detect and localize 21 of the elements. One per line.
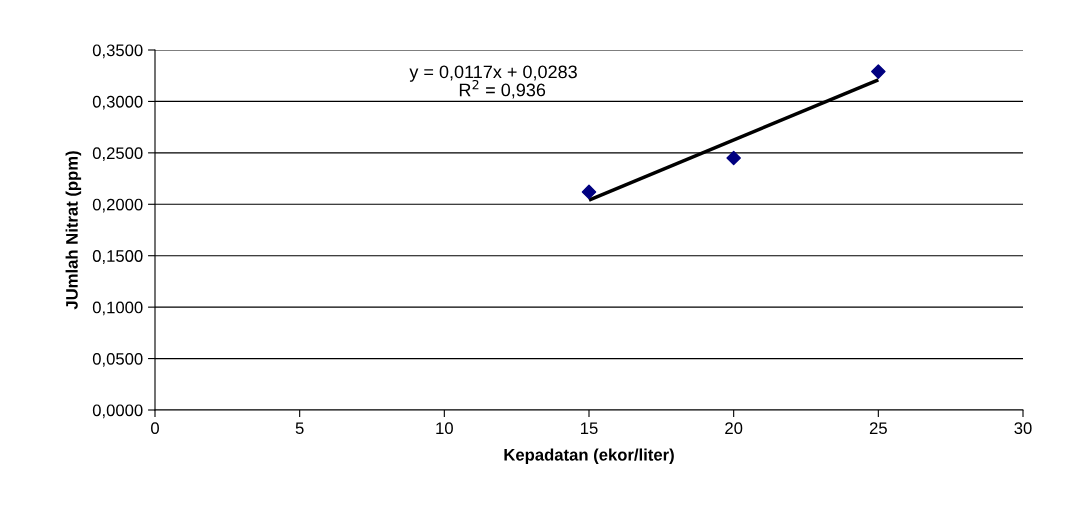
y-tick-label: 0,0500 xyxy=(92,352,143,367)
x-tick-label: 5 xyxy=(295,422,304,435)
x-axis-title: Kepadatan (ekor/liter) xyxy=(504,448,674,464)
x-tick-label: 0 xyxy=(151,422,159,435)
y-tick-label: 0,2000 xyxy=(92,198,143,213)
x-tick-label: 20 xyxy=(725,422,743,435)
y-tick-label: 0,0000 xyxy=(92,404,143,419)
y-tick-label: 0,1000 xyxy=(92,301,143,316)
point xyxy=(581,184,597,200)
x-tick-label: 30 xyxy=(1014,422,1032,435)
annotation: y = 0,0117x + 0,0283 xyxy=(409,65,577,82)
x-tick-label: 25 xyxy=(869,422,887,435)
y-tick-label: 0,2500 xyxy=(92,147,143,162)
point xyxy=(726,150,741,166)
y-axis-title: JUmlah Nitrat (ppm) xyxy=(65,151,82,310)
x-tick-label: 10 xyxy=(436,422,453,435)
y-tick-label: 0,3000 xyxy=(92,95,143,110)
x-tick-label: 15 xyxy=(581,422,598,435)
y-tick-label: 0,1500 xyxy=(92,250,143,264)
y-tick-label: 0,3500 xyxy=(92,44,143,59)
point xyxy=(871,64,886,79)
